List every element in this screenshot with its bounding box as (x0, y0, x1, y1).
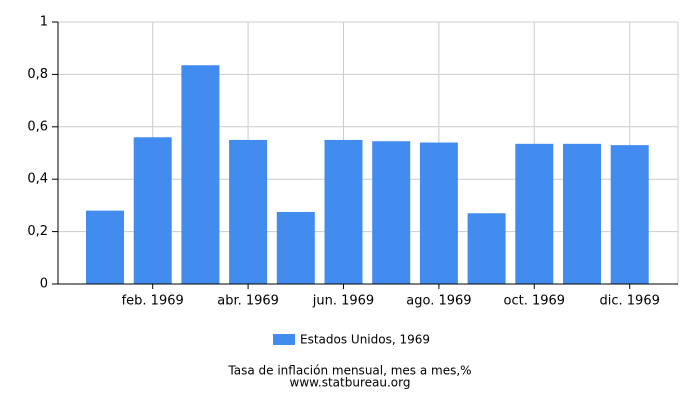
bar (229, 139, 268, 284)
y-tick-label: 0,6 (27, 119, 48, 134)
x-tick-label: abr. 1969 (217, 294, 279, 309)
bar (610, 145, 649, 284)
bar (324, 139, 363, 284)
legend-swatch (273, 334, 295, 345)
bar (133, 137, 172, 284)
x-tick-label: ago. 1969 (406, 294, 471, 309)
bar (86, 210, 124, 284)
x-tick-label: oct. 1969 (504, 294, 566, 309)
y-tick-label: 0 (40, 277, 48, 292)
y-tick-label: 1 (40, 15, 48, 30)
bar (372, 141, 411, 284)
legend-label: Estados Unidos, 1969 (300, 333, 430, 347)
bar (419, 142, 458, 284)
chart-title: Tasa de inflación mensual, mes a mes,% (227, 364, 471, 378)
bar (515, 143, 554, 284)
bar (467, 213, 506, 284)
bar (276, 211, 315, 284)
x-tick-label: jun. 1969 (312, 294, 374, 309)
y-tick-label: 0,2 (27, 224, 48, 239)
x-tick-label: feb. 1969 (122, 294, 184, 309)
bar (563, 143, 601, 284)
bar (181, 65, 220, 284)
x-tick-label: dic. 1969 (600, 294, 660, 309)
y-tick-label: 0,8 (27, 67, 48, 82)
y-tick-label: 0,4 (27, 172, 48, 187)
chart-source: www.statbureau.org (290, 376, 411, 390)
